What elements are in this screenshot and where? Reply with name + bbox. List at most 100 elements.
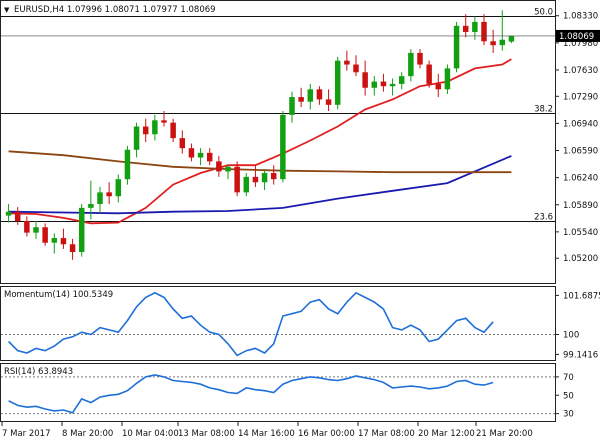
candle — [325, 89, 332, 112]
candle-body — [133, 126, 140, 150]
candle-body — [152, 120, 158, 135]
momentum-tick-label: 100 — [563, 331, 579, 341]
candle — [499, 10, 506, 51]
candle-body — [417, 52, 423, 65]
candle — [14, 207, 21, 225]
candle — [197, 148, 204, 166]
momentum-panel[interactable]: 101.6875 100 99.1416 Momentum(14) 100.5349 — [0, 286, 600, 361]
candle — [334, 56, 341, 110]
candle-body — [426, 64, 432, 84]
fib-label-1: 38.2 — [534, 105, 553, 115]
candle-body — [298, 97, 304, 102]
candle — [252, 165, 259, 187]
candle-body — [97, 192, 103, 204]
candle — [462, 14, 469, 38]
rsi-panel-frame — [0, 363, 556, 422]
candle — [115, 174, 122, 203]
candle-body — [142, 126, 149, 135]
price-tick-label: 1.08330 — [563, 12, 598, 22]
rsi-series — [1, 374, 555, 415]
price-tick-label: 1.05200 — [563, 254, 598, 264]
candle-body — [252, 176, 259, 183]
candle-body — [24, 221, 30, 233]
candle — [234, 161, 240, 197]
candle — [60, 228, 67, 249]
price-tick-label: 1.07980 — [563, 39, 598, 49]
candle-body — [179, 138, 186, 149]
price-tick-label: 1.07630 — [563, 66, 598, 76]
candle — [216, 155, 222, 177]
candle — [389, 78, 396, 96]
candle-body — [206, 152, 213, 162]
candle-body — [508, 35, 515, 42]
candle-body — [14, 211, 21, 222]
candle — [362, 60, 368, 96]
rsi-line — [8, 374, 494, 414]
candle-body — [106, 192, 112, 197]
candle-body — [307, 89, 314, 102]
candle-body — [325, 99, 332, 105]
candle — [398, 72, 405, 90]
candle-body — [234, 166, 240, 193]
time-tick-label: 20 Mar 12:00 — [418, 429, 475, 439]
candle — [206, 148, 213, 166]
candle — [88, 180, 94, 220]
candle — [225, 165, 231, 180]
candle — [380, 73, 387, 92]
candle-body — [289, 97, 295, 115]
price-panel-frame — [0, 0, 556, 284]
candle-body — [362, 72, 368, 88]
fib-levels: 50.0 38.2 23.6 — [1, 8, 555, 223]
header-arrow[interactable]: ▼ — [4, 6, 10, 14]
momentum-title: Momentum(14) 100.5349 — [4, 290, 113, 300]
momentum-line — [8, 291, 494, 357]
current-price-badge — [556, 29, 600, 42]
candle — [5, 203, 12, 223]
time-tick-label: 8 Mar 20:00 — [62, 429, 113, 439]
candle-body — [435, 83, 442, 90]
momentum-tick-label: 101.6875 — [563, 291, 600, 301]
candle — [481, 14, 487, 46]
candle-body — [51, 238, 58, 243]
candle-body — [280, 114, 286, 180]
candle — [69, 238, 76, 260]
time-tick-label: 17 Mar 08:00 — [358, 429, 415, 439]
candle — [417, 49, 423, 69]
symbol-info: EURUSD,H4 1.07996 1.08071 1.07977 1.0806… — [14, 5, 216, 15]
candle-body — [197, 152, 204, 158]
fib-label-2: 23.6 — [534, 213, 553, 223]
time-tick-label: 7 Mar 2017 — [2, 429, 50, 439]
candle-body — [261, 172, 268, 183]
candle — [508, 35, 515, 44]
candle — [106, 182, 112, 204]
candle-body — [481, 21, 487, 42]
price-axis: 1.08330 1.07980 1.07630 1.07290 1.06940 1.065… — [1, 12, 600, 264]
candle — [124, 145, 131, 185]
candle-body — [161, 120, 167, 123]
price-tick-label: 1.07290 — [563, 92, 598, 102]
rsi-panel[interactable]: 70 50 30 RSI(14) 63.8943 — [0, 363, 574, 422]
rsi-tick-label: 30 — [563, 410, 574, 420]
candle-body — [316, 89, 323, 100]
candle — [444, 64, 451, 94]
candle-body — [499, 39, 506, 46]
candle — [426, 60, 432, 88]
candle-body — [462, 25, 469, 32]
price-panel[interactable]: 50.0 38.2 23.6 1.08330 1.07980 1.07630 1.0729… — [0, 0, 600, 284]
time-tick-label: 16 Mar 00:00 — [298, 429, 355, 439]
candle — [188, 143, 195, 162]
time-axis: 7 Mar 2017 8 Mar 20:00 10 Mar 04:00 13 Mar … — [1, 422, 533, 439]
candle-body — [490, 41, 496, 46]
candle-body — [216, 161, 222, 172]
candles — [5, 10, 515, 260]
candle-body — [115, 179, 122, 197]
candle-body — [444, 68, 451, 90]
candle — [261, 169, 268, 191]
momentum-panel-frame — [0, 286, 556, 361]
candle-body — [344, 60, 350, 65]
candle — [353, 55, 359, 77]
moving-average-line-0 — [8, 58, 512, 225]
price-tick-label: 1.06940 — [563, 119, 598, 129]
candle-body — [60, 238, 67, 245]
